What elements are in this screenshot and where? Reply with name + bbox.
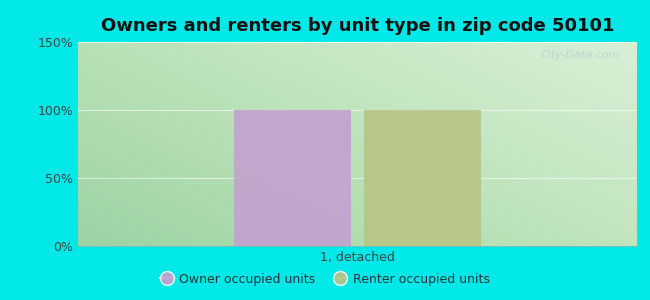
Text: City-Data.com: City-Data.com [541,50,620,60]
Legend: Owner occupied units, Renter occupied units: Owner occupied units, Renter occupied un… [155,268,495,291]
Bar [365,110,481,246]
Bar [234,110,350,246]
Title: Owners and renters by unit type in zip code 50101: Owners and renters by unit type in zip c… [101,17,614,35]
